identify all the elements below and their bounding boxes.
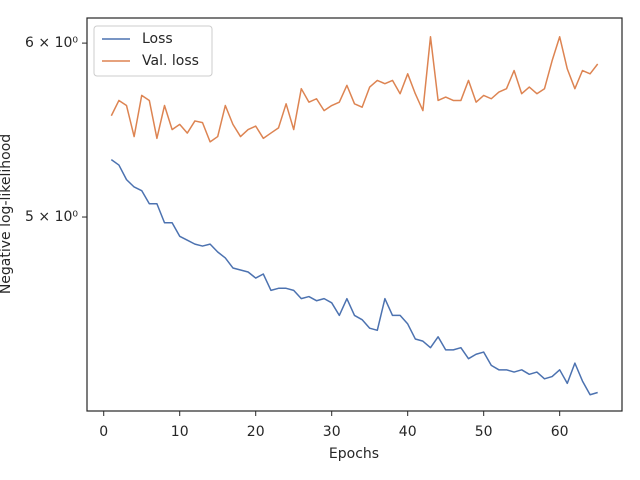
y-tick-label: 5 × 10⁰	[25, 209, 78, 225]
x-tick-label: 60	[551, 424, 569, 440]
line-series	[110, 159, 598, 396]
x-tick-label: 10	[171, 424, 189, 440]
y-axis-label: Negative log-likelihood	[0, 134, 14, 294]
plot-frame	[86, 17, 623, 412]
x-tick-label: 50	[475, 424, 493, 440]
x-tick-label: 0	[99, 424, 108, 440]
x-axis-label: Epochs	[329, 446, 379, 462]
legend-label: Val. loss	[142, 53, 199, 69]
x-tick-label: 20	[247, 424, 265, 440]
line-series	[110, 36, 599, 143]
y-tick-label: 6 × 10⁰	[25, 35, 78, 51]
legend-label: Loss	[142, 31, 173, 47]
x-tick-label: 30	[323, 424, 341, 440]
x-tick-label: 40	[399, 424, 417, 440]
legend: Loss Val. loss	[93, 25, 213, 77]
